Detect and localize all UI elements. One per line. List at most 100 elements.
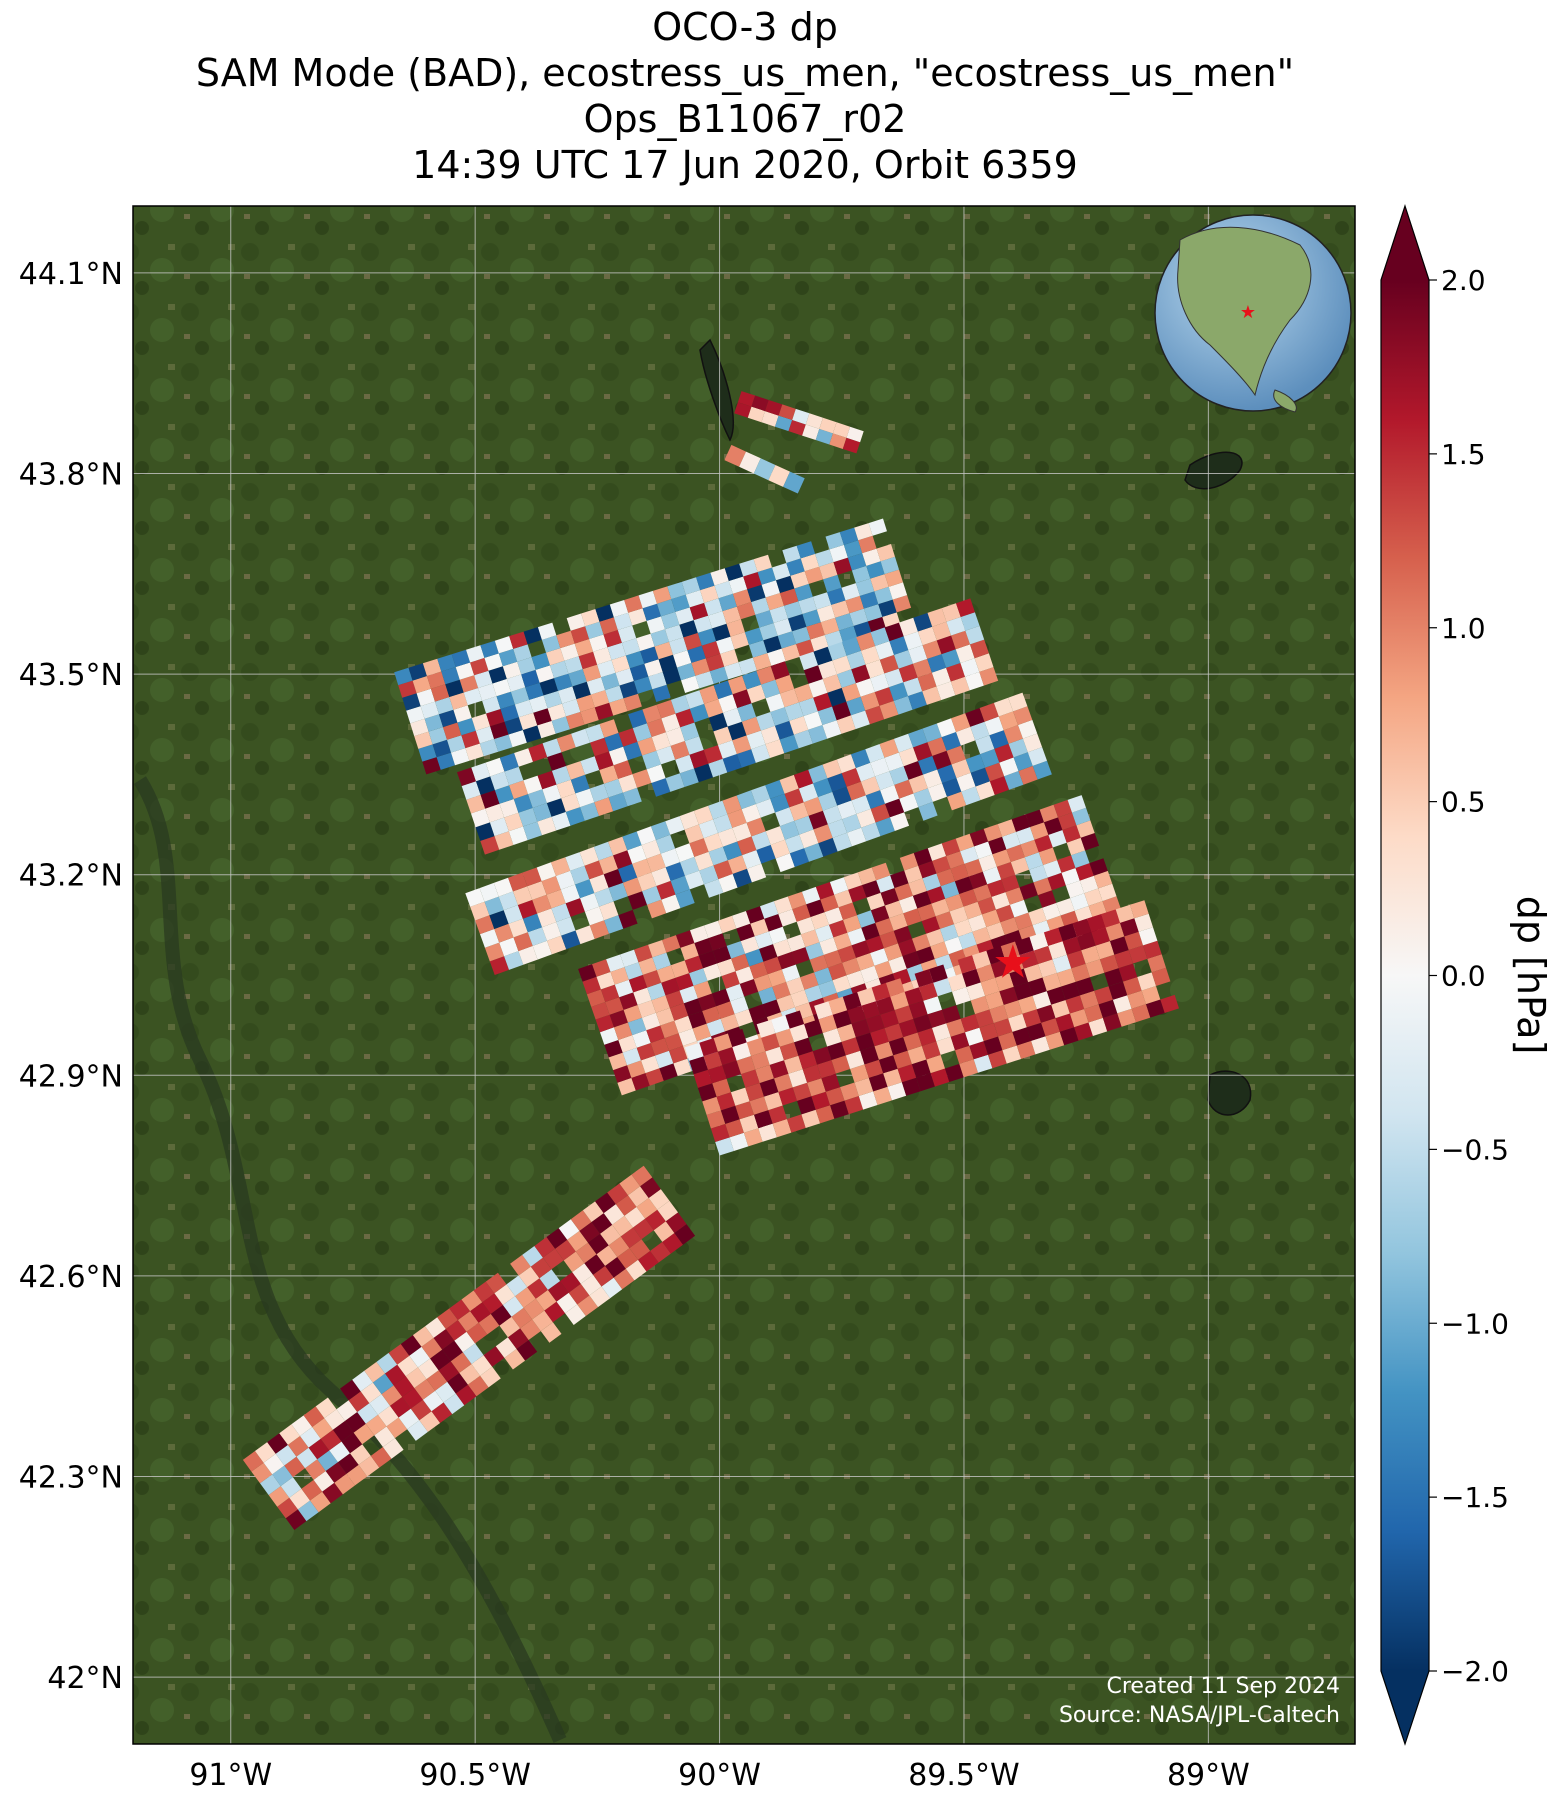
footprint-cell bbox=[868, 1073, 888, 1092]
footprint-cell bbox=[884, 668, 904, 688]
footprint-cell bbox=[600, 984, 620, 1002]
footprint-cell bbox=[855, 762, 876, 782]
lat-tick-label: 44.1°N bbox=[19, 257, 123, 292]
footprint-cell bbox=[1032, 991, 1052, 1010]
footprint-cell bbox=[855, 578, 875, 596]
footprint-cell bbox=[841, 1037, 861, 1056]
footprint-cell bbox=[784, 702, 804, 721]
footprint-cell bbox=[654, 641, 673, 660]
footprint-cell bbox=[757, 567, 776, 585]
footprint-cell bbox=[1138, 927, 1158, 946]
footprint-cell bbox=[908, 1000, 928, 1019]
footprint-cell bbox=[1008, 692, 1028, 712]
footprint-cell bbox=[438, 1361, 460, 1382]
footprint-cell bbox=[640, 646, 659, 664]
footprint-cell bbox=[741, 804, 761, 823]
footprint-cell bbox=[619, 681, 638, 699]
footprint-cell bbox=[749, 961, 768, 979]
footprint-cell bbox=[947, 791, 967, 811]
footprint-cell bbox=[586, 677, 606, 695]
footprint-cell bbox=[820, 894, 839, 913]
footprint-cell bbox=[346, 1464, 368, 1486]
footprint-cell bbox=[638, 590, 657, 609]
footprint-cell bbox=[1072, 807, 1091, 826]
footprint-cell bbox=[710, 568, 729, 586]
footprint-cell bbox=[780, 820, 800, 840]
footprint-cell bbox=[842, 637, 861, 656]
footprint-cell bbox=[746, 817, 766, 837]
footprint-cell bbox=[453, 705, 472, 723]
footprint-cell bbox=[959, 1059, 978, 1078]
footprint-cell bbox=[508, 826, 528, 845]
footprint-cell bbox=[758, 1123, 777, 1142]
footprint-cell bbox=[605, 685, 624, 703]
footprint-cell bbox=[537, 770, 557, 790]
footprint-cell bbox=[827, 1041, 846, 1060]
footprint-cell bbox=[457, 718, 476, 736]
footprint-cell bbox=[503, 905, 523, 924]
footprint-cell bbox=[899, 793, 919, 813]
footprint-cell bbox=[439, 709, 458, 728]
footprint-cell bbox=[951, 713, 971, 732]
footprint-cell bbox=[860, 692, 880, 711]
footprint-cell bbox=[1102, 1013, 1122, 1032]
swath-7 bbox=[684, 900, 1179, 1156]
footprint-cell bbox=[792, 626, 811, 644]
footprint-cell bbox=[1062, 825, 1081, 843]
footprint-cell bbox=[743, 572, 762, 590]
footprint-cell bbox=[1036, 1004, 1056, 1023]
footprint-cell bbox=[780, 588, 799, 606]
footprint-cell bbox=[858, 1091, 878, 1110]
footprint-cell bbox=[1088, 1017, 1108, 1036]
footprint-cell bbox=[699, 865, 719, 885]
footprint-cell bbox=[679, 620, 698, 638]
footprint-cell bbox=[443, 722, 462, 740]
footprint-cell bbox=[703, 1051, 723, 1070]
footprint-cell bbox=[802, 609, 821, 627]
footprint-cell bbox=[494, 785, 514, 804]
footprint-cell bbox=[970, 767, 990, 787]
footprint-cell bbox=[712, 1078, 731, 1097]
footprint-cell bbox=[263, 1453, 285, 1475]
footprint-cell bbox=[661, 611, 680, 630]
footprint-cell bbox=[913, 742, 933, 761]
footprint-cell bbox=[604, 1040, 623, 1058]
footprint-cell bbox=[813, 824, 833, 844]
footprint-cell bbox=[875, 996, 895, 1015]
footprint-cell bbox=[376, 1352, 398, 1374]
footprint-cell bbox=[705, 653, 725, 672]
footprint-cell bbox=[536, 862, 556, 882]
footprint-cell bbox=[965, 1027, 984, 1046]
footprint-cell bbox=[1062, 936, 1082, 955]
footprint-cell bbox=[300, 1427, 321, 1448]
footprint-cell bbox=[855, 1032, 875, 1051]
footprint-cell bbox=[957, 955, 977, 974]
footprint-cell bbox=[598, 855, 618, 875]
footprint-cell bbox=[874, 586, 893, 605]
footprint-cell bbox=[619, 1174, 641, 1196]
footprint-cell bbox=[680, 856, 700, 876]
footprint-cell bbox=[585, 724, 605, 743]
footprint-cell bbox=[979, 1023, 999, 1042]
footprint-cell bbox=[994, 743, 1014, 763]
footprint-cell bbox=[1041, 1018, 1060, 1037]
footprint-cell bbox=[700, 585, 719, 603]
footprint-cell bbox=[720, 1105, 740, 1124]
lon-tick-label: 89.5°W bbox=[908, 1758, 1019, 1793]
footprint-cell bbox=[704, 598, 723, 616]
swath-2 bbox=[724, 444, 805, 494]
footprint-cell bbox=[797, 1096, 816, 1115]
footprint-cell bbox=[620, 949, 639, 968]
footprint-cell bbox=[531, 652, 550, 670]
footprint-cell bbox=[884, 569, 903, 587]
footprint-cell bbox=[1120, 918, 1139, 937]
footprint-cell bbox=[973, 1054, 993, 1073]
footprint-cell bbox=[736, 923, 755, 942]
footprint-cell bbox=[651, 778, 671, 797]
footprint-cell bbox=[684, 824, 704, 844]
footprint-cell bbox=[964, 859, 983, 877]
footprint-cell bbox=[687, 645, 706, 663]
footprint-cell bbox=[369, 1394, 390, 1415]
footprint-cell bbox=[875, 771, 895, 791]
footprint-cell bbox=[650, 629, 669, 647]
